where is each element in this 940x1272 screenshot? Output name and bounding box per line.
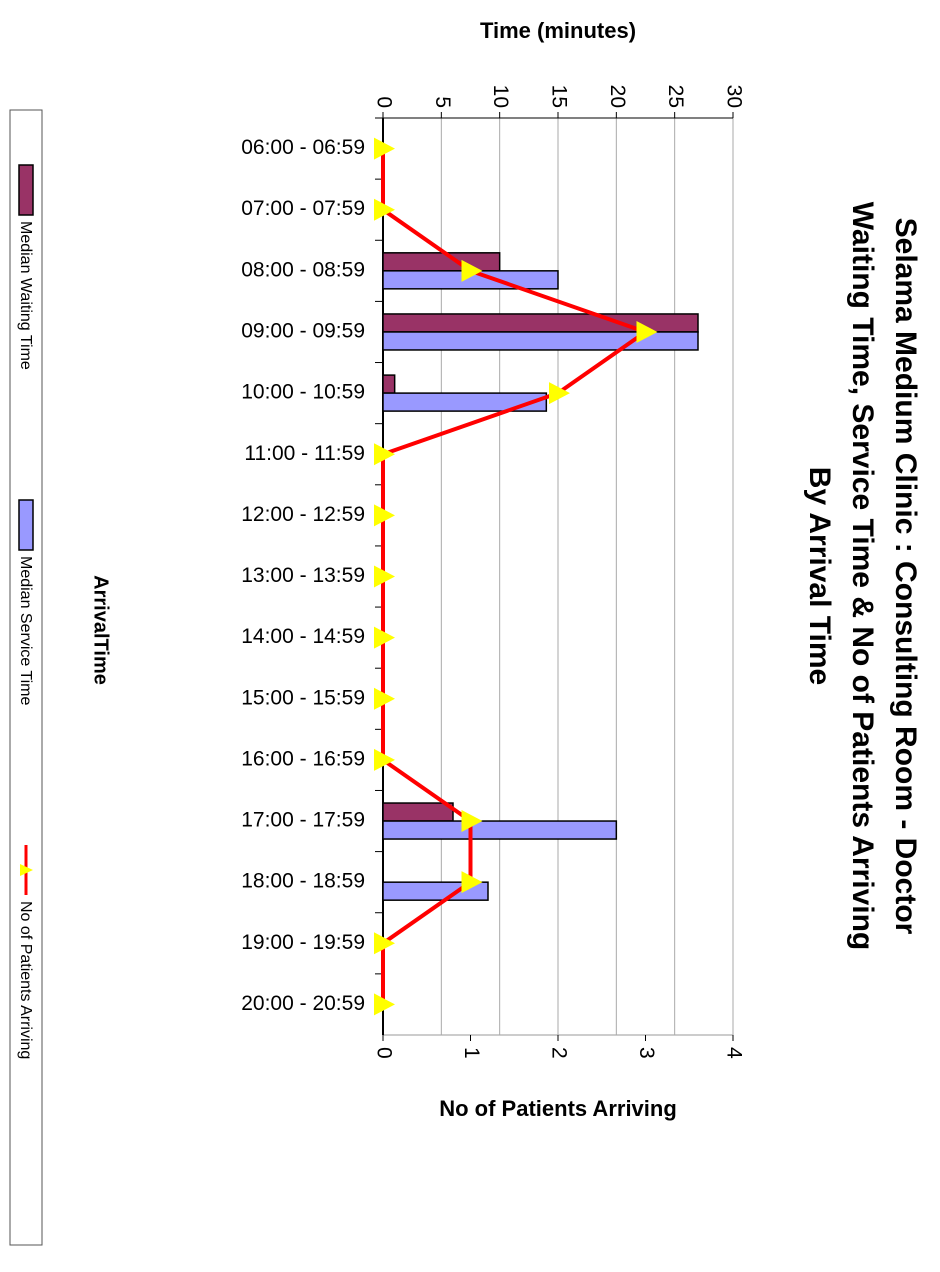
chart-title: Selama Medium Clinic : Consulting Room -…	[889, 218, 922, 935]
y2-tick-label: 1	[460, 1047, 483, 1059]
line-marker	[636, 320, 658, 343]
y2-tick-label: 4	[722, 1047, 745, 1059]
chart-title: By Arrival Time	[803, 467, 836, 685]
line-marker	[461, 871, 483, 894]
line-marker	[374, 565, 395, 588]
bar	[382, 820, 618, 840]
y-axis-title: Time (minutes)	[480, 18, 636, 43]
x-tick-label: 15:00 - 15:59	[241, 686, 365, 709]
x-tick-label: 20:00 - 20:59	[241, 992, 365, 1015]
bar	[382, 331, 699, 351]
y-tick-label: 30	[722, 85, 745, 108]
line-marker	[374, 626, 395, 649]
legend-marker	[20, 864, 33, 876]
x-tick-label: 11:00 - 11:59	[244, 442, 365, 465]
line-marker	[374, 993, 395, 1016]
line-marker	[461, 810, 483, 833]
x-axis-title: ArrivalTime	[90, 575, 112, 685]
legend-label: Median Waiting Time	[17, 221, 34, 370]
x-tick-label: 08:00 - 08:59	[241, 258, 365, 281]
x-tick-label: 12:00 - 12:59	[241, 503, 365, 526]
bar	[382, 392, 548, 412]
bar	[382, 802, 454, 822]
y-tick-label: 5	[431, 96, 454, 108]
x-tick-label: 13:00 - 13:59	[241, 564, 365, 587]
legend-label: Median Service Time	[17, 556, 34, 705]
x-tick-label: 17:00 - 17:59	[241, 809, 365, 832]
x-tick-label: 16:00 - 16:59	[241, 747, 365, 770]
x-tick-label: 18:00 - 18:59	[241, 870, 365, 893]
line-marker	[374, 137, 395, 160]
chart-title: Waiting Time, Service Time & No of Patie…	[846, 202, 879, 951]
line-marker	[549, 382, 570, 405]
bar	[382, 374, 396, 394]
legend-marker	[18, 164, 34, 216]
x-tick-label: 07:00 - 07:59	[241, 197, 365, 220]
line-marker	[374, 504, 395, 527]
y2-tick-label: 2	[547, 1047, 570, 1059]
y2-axis-title: No of Patients Arriving	[439, 1096, 677, 1121]
line-marker	[374, 748, 395, 771]
y-tick-label: 20	[606, 85, 629, 108]
y-tick-label: 15	[547, 85, 570, 108]
legend-marker	[18, 499, 34, 551]
y2-tick-label: 3	[635, 1047, 658, 1059]
line-marker	[374, 687, 395, 710]
y-tick-label: 10	[489, 85, 512, 108]
legend-box	[9, 109, 43, 1246]
line-marker	[374, 932, 395, 955]
y2-tick-label: 0	[372, 1047, 395, 1059]
x-tick-label: 09:00 - 09:59	[241, 320, 365, 343]
bar	[382, 252, 501, 272]
x-tick-label: 10:00 - 10:59	[241, 381, 365, 404]
x-tick-label: 19:00 - 19:59	[241, 931, 365, 954]
line-marker	[461, 259, 483, 282]
x-tick-label: 14:00 - 14:59	[241, 625, 365, 648]
legend-label: No of Patients Arriving	[17, 901, 34, 1059]
x-tick-label: 06:00 - 06:59	[241, 136, 365, 159]
line-marker	[374, 198, 395, 221]
y-tick-label: 25	[664, 85, 687, 108]
line-marker	[374, 443, 395, 466]
y-tick-label: 0	[372, 96, 395, 108]
